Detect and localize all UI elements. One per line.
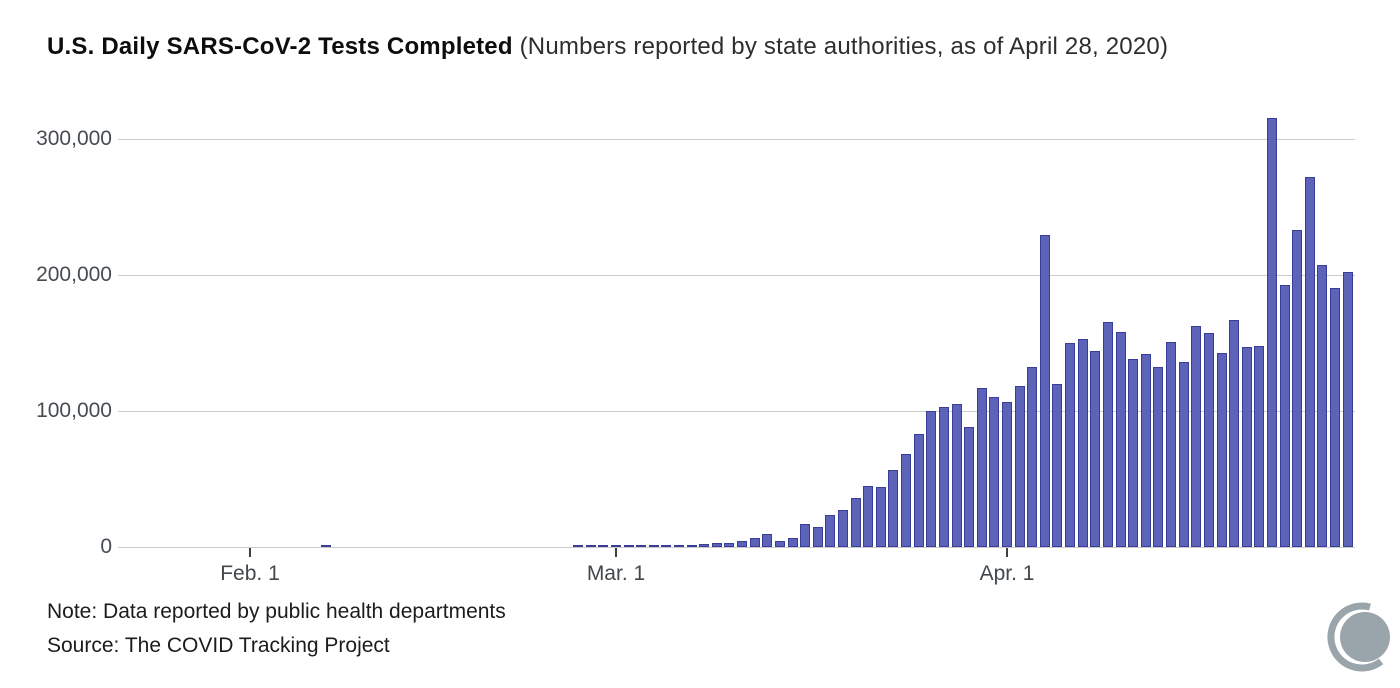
y-tick-label: 100,000 — [36, 399, 112, 422]
bar — [1002, 402, 1012, 547]
gridline — [118, 139, 1355, 140]
chart-note: Note: Data reported by public health dep… — [47, 600, 506, 623]
chart-source: Source: The COVID Tracking Project — [47, 634, 390, 657]
bar — [1204, 333, 1214, 547]
bar — [573, 545, 583, 547]
y-tick-label: 0 — [100, 535, 112, 558]
bar — [851, 498, 861, 547]
bar — [964, 427, 974, 547]
gridline — [118, 547, 1355, 548]
bar — [1217, 353, 1227, 547]
bar — [1078, 339, 1088, 547]
bar — [1090, 351, 1100, 547]
y-tick-label: 300,000 — [36, 127, 112, 150]
bar — [1292, 230, 1302, 547]
bar — [1065, 343, 1075, 547]
bar — [788, 538, 798, 547]
bar — [1141, 354, 1151, 547]
bar — [712, 543, 722, 547]
bar — [939, 407, 949, 547]
bar — [901, 454, 911, 547]
bar — [876, 487, 886, 547]
chart-title: U.S. Daily SARS-CoV-2 Tests Completed — [47, 33, 513, 60]
bar — [863, 486, 873, 547]
bar — [598, 545, 608, 547]
x-tick-label: Mar. 1 — [586, 562, 646, 585]
bar — [1317, 265, 1327, 547]
bar — [737, 541, 747, 547]
bar — [1179, 362, 1189, 547]
bar — [649, 545, 659, 547]
bar — [1166, 342, 1176, 547]
bar — [762, 534, 772, 547]
bar — [699, 544, 709, 547]
bar — [1267, 118, 1277, 547]
bar — [800, 524, 810, 547]
logo-circle — [1340, 612, 1390, 662]
bar — [1103, 322, 1113, 547]
x-tick-label: Feb. 1 — [220, 562, 280, 585]
bar — [989, 397, 999, 547]
bar — [926, 411, 936, 547]
bar — [624, 545, 634, 547]
bar — [838, 510, 848, 547]
chart-subtitle: (Numbers reported by state authorities, … — [512, 33, 1169, 60]
x-axis-tick — [1006, 548, 1008, 557]
bar — [1254, 346, 1264, 547]
bar — [1242, 347, 1252, 547]
bar — [674, 545, 684, 547]
bar — [321, 545, 331, 547]
bar — [1128, 359, 1138, 547]
bar — [687, 545, 697, 547]
bar — [1343, 272, 1353, 547]
bar — [1027, 367, 1037, 547]
bar — [661, 545, 671, 547]
x-tick-label: Apr. 1 — [979, 562, 1035, 585]
bar — [914, 434, 924, 547]
bar — [825, 515, 835, 547]
bar — [1040, 235, 1050, 547]
page-title: U.S. Daily SARS-CoV-2 Tests Completed (N… — [47, 33, 1168, 61]
bar — [1305, 177, 1315, 547]
bar — [586, 545, 596, 547]
bar — [636, 545, 646, 547]
bar — [775, 541, 785, 547]
bar — [1191, 326, 1201, 547]
bar — [1116, 332, 1126, 547]
bar — [888, 470, 898, 547]
bar — [750, 538, 760, 547]
bar — [813, 527, 823, 547]
bar — [977, 388, 987, 547]
gridline — [118, 411, 1355, 412]
logo-crescent-arc — [1327, 602, 1384, 672]
bar — [952, 404, 962, 547]
bar — [611, 545, 621, 547]
bar — [1153, 367, 1163, 547]
y-tick-label: 200,000 — [36, 263, 112, 286]
bar — [1330, 288, 1340, 547]
gridline — [118, 275, 1355, 276]
bar — [1280, 285, 1290, 547]
x-axis-tick — [249, 548, 251, 557]
x-axis-tick — [615, 548, 617, 557]
bar — [1229, 320, 1239, 547]
bar — [724, 543, 734, 547]
covid-tracking-project-logo — [1327, 602, 1390, 672]
bar — [1052, 384, 1062, 547]
bar — [1015, 386, 1025, 547]
